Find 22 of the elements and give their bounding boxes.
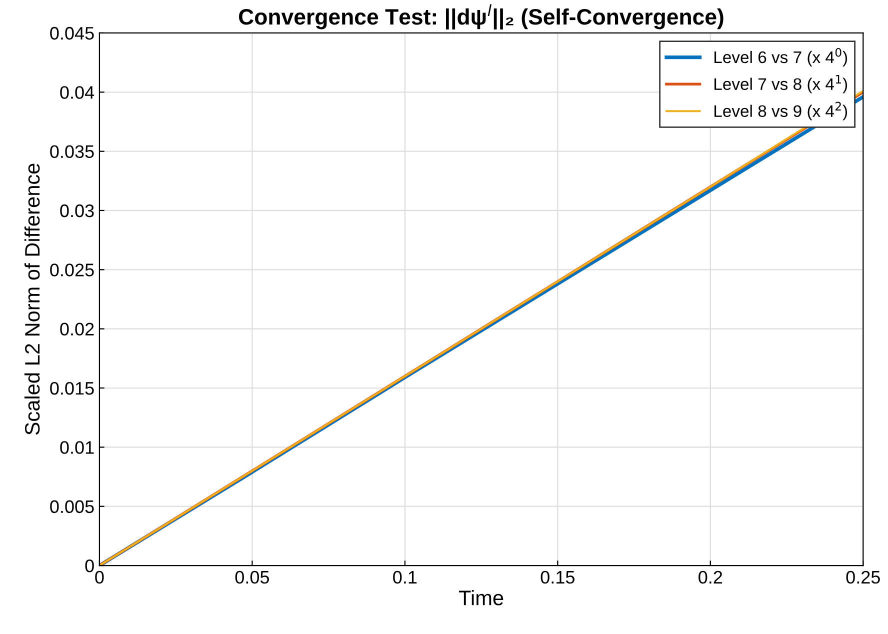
x-tick-label: 0.05 bbox=[235, 570, 270, 584]
chart-title: Convergence Test: ||dψ$^{l}$||₂ (Self-Convergence) bbox=[238, 4, 724, 30]
legend-label: Level 7 vs 8 (x 4$^{1}$) bbox=[714, 74, 848, 94]
y-tick-label: 0.025 bbox=[50, 264, 94, 276]
x-tick-label: 0.2 bbox=[698, 570, 722, 584]
y-tick-label: 0 bbox=[85, 559, 94, 572]
y-axis-title: Scaled L2 Norm of Difference bbox=[24, 164, 40, 435]
y-tick-label: 0.01 bbox=[60, 441, 94, 454]
x-axis-title: Time bbox=[459, 590, 504, 606]
x-tick-label: 0.1 bbox=[393, 570, 417, 584]
y-tick-label: 0.005 bbox=[50, 500, 94, 514]
y-tick-label: 0.03 bbox=[60, 204, 94, 218]
legend-label: Level 8 vs 9 (x 4$^{2}$) bbox=[714, 102, 848, 120]
x-tick-label: 0.25 bbox=[846, 570, 880, 584]
legend-label: Level 6 vs 7 (x 4$^{0}$) bbox=[714, 48, 848, 66]
x-tick-label: 0.15 bbox=[540, 570, 574, 584]
x-tick-label: 0 bbox=[95, 570, 104, 584]
y-tick-label: 0.045 bbox=[50, 26, 94, 40]
y-tick-label: 0.015 bbox=[50, 382, 94, 395]
y-tick-label: 0.04 bbox=[60, 86, 94, 99]
y-tick-label: 0.035 bbox=[50, 145, 94, 158]
y-tick-label: 0.02 bbox=[60, 322, 94, 336]
